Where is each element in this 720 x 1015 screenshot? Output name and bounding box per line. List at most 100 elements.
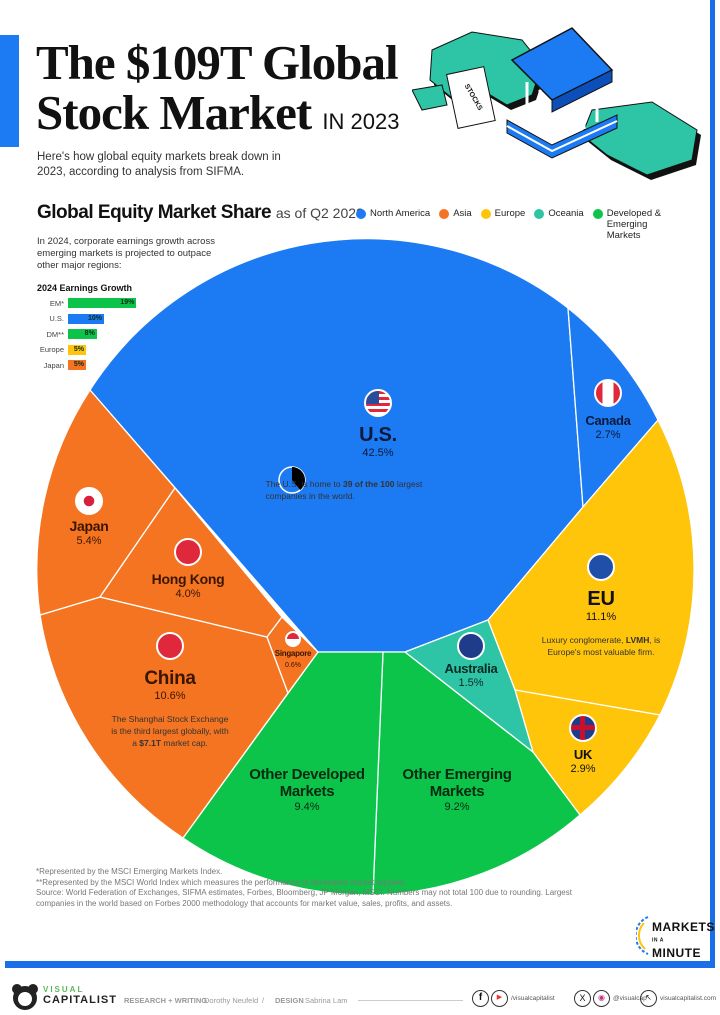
- earnings-bar-row: EM* 19%: [28, 298, 137, 308]
- stocks-document-icon: STOCKS: [446, 66, 496, 129]
- slice-value: 2.7%: [595, 429, 621, 441]
- social-handle-facebook-youtube[interactable]: /visualcapitalist: [511, 995, 555, 1002]
- facebook-icon[interactable]: f: [472, 990, 489, 1007]
- uk-flag-icon: [569, 714, 597, 742]
- slice-name: Australia: [444, 661, 498, 676]
- page-title: The $109T Global Stock Market IN 2023: [36, 38, 399, 147]
- earnings-bar-category: U.S.: [49, 314, 64, 323]
- social-handle-x-instagram[interactable]: @visualcap: [613, 995, 647, 1002]
- chart-subtitle: as of Q2 2023: [275, 205, 364, 221]
- legend-item: Europe: [480, 208, 526, 241]
- legend-swatch: [592, 209, 603, 219]
- note-highlight: 39 of the 100: [342, 479, 395, 489]
- earnings-bar: 5%: [68, 360, 86, 370]
- slice-label: Other Emerging Markets 9.2%: [392, 766, 522, 814]
- slice-value: 10.6%: [154, 690, 186, 702]
- slice-label: UK 2.9%: [570, 747, 595, 776]
- slice-name: UK: [573, 747, 593, 762]
- legend-swatch: [439, 209, 450, 219]
- instagram-icon[interactable]: ◉: [593, 990, 610, 1007]
- legend-item: Asia: [439, 208, 472, 241]
- slice-label: China 10.6% The Shanghai Stock Exchange is…: [110, 668, 230, 749]
- series-logo-text: MARKETS IN A MINUTE: [652, 921, 715, 960]
- slice-name: Hong Kong: [151, 571, 225, 587]
- earnings-bar-row: Japan 5%: [28, 360, 86, 370]
- slice-name: Other Emerging Markets: [402, 766, 512, 800]
- earnings-bar: 5%: [68, 344, 86, 355]
- note-text: The U.S. is home to: [265, 479, 343, 489]
- slice-name: EU: [587, 588, 615, 610]
- legend-swatch: [534, 209, 545, 219]
- slice-value: 0.6%: [285, 662, 301, 669]
- website-link[interactable]: visualcapitalist.com: [660, 995, 716, 1002]
- series-logo-line3: MINUTE: [652, 946, 701, 961]
- design-name: Sabrina Lam: [305, 996, 348, 1005]
- slice-label: Japan 5.4%: [70, 518, 109, 548]
- note-text: Luxury conglomerate,: [541, 635, 626, 645]
- slice-label: Canada 2.7%: [585, 413, 630, 442]
- slice-note: The U.S. is home to 39 of the 100 larges…: [266, 478, 451, 502]
- earnings-bar-category: DM**: [46, 329, 64, 339]
- note-text: market cap.: [161, 738, 208, 748]
- slice-value: 2.9%: [570, 763, 596, 775]
- footnotes: *Represented by the MSCI Emerging Market…: [36, 867, 596, 909]
- slice-name: China: [144, 668, 196, 689]
- accent-bar: [0, 35, 19, 147]
- slice-label: Other Developed Markets 9.4%: [242, 766, 372, 814]
- slice-label: U.S. 42.5% The U.S. is home to 39 of the 1…: [266, 424, 451, 502]
- markets-in-a-minute-logo: MARKETS IN A MINUTE: [636, 913, 714, 960]
- legend-label: Europe: [494, 208, 526, 219]
- slice-name: Singapore: [274, 649, 312, 658]
- legend-label: Oceania: [548, 208, 584, 219]
- slice-value: 9.4%: [294, 801, 320, 813]
- footnote-em: *Represented by the MSCI Emerging Market…: [36, 867, 223, 876]
- singapore-flag-icon: [285, 631, 301, 647]
- youtube-icon[interactable]: ▶: [491, 990, 508, 1007]
- x-icon[interactable]: X: [574, 990, 591, 1007]
- slice-label: Australia 1.5%: [445, 661, 498, 690]
- earnings-bar: 19%: [68, 298, 137, 308]
- earnings-bar-row: DM** 8%: [28, 329, 97, 339]
- legend: North America Asia Europe Oceania Developed …: [356, 208, 675, 241]
- note-text: The Shanghai Stock Exchange is the third…: [111, 714, 229, 748]
- stock-exchange-map-illustration: STOCKS: [412, 27, 701, 180]
- legend-label: Asia: [453, 208, 472, 219]
- china-flag-icon: [156, 632, 184, 660]
- subtitle: Here's how global equity markets break d…: [37, 151, 281, 178]
- note-text: largest companies in the world.: [265, 479, 423, 501]
- brand-top: VISUAL: [43, 985, 85, 994]
- slice-label: Singapore 0.6%: [274, 649, 312, 673]
- pie-slice-australia: [404, 619, 534, 753]
- slice-name: Canada: [585, 413, 631, 428]
- top-100-share-pie-icon: [278, 466, 306, 494]
- note-text: , is Europe's most valuable firm.: [547, 635, 661, 657]
- credit-separator: /: [262, 996, 265, 1005]
- slice-name: Other Developed Markets: [249, 766, 365, 800]
- u-s--flag-icon: [364, 389, 392, 417]
- research-label: RESEARCH + WRITING: [124, 996, 208, 1005]
- hong-kong-flag-icon: [174, 538, 202, 566]
- note-highlight: LVMH: [625, 635, 650, 645]
- title-line-2: Stock Market: [36, 85, 312, 140]
- source-note: Source: World Federation of Exchanges, S…: [36, 888, 572, 908]
- note-highlight: $7.1T: [139, 738, 162, 748]
- legend-item: Oceania: [534, 208, 584, 241]
- slice-name: U.S.: [359, 424, 397, 446]
- earnings-bar: 8%: [68, 329, 97, 339]
- slice-note: The Shanghai Stock Exchange is the third…: [110, 713, 230, 749]
- pie-slice-japan: [36, 389, 176, 616]
- legend-item: North America: [356, 208, 430, 241]
- bank-building-icon: [506, 27, 618, 159]
- legend-label: North America: [370, 208, 431, 219]
- chart-title-text: Global Equity Market Share: [37, 202, 272, 223]
- legend-swatch: [356, 209, 366, 219]
- slice-value: 5.4%: [76, 535, 102, 547]
- pie-slice-u-s-: [89, 238, 584, 653]
- slice-label: Hong Kong 4.0%: [152, 571, 225, 601]
- legend-swatch: [480, 209, 491, 219]
- footnote-dm: **Represented by the MSCI World Index wh…: [36, 877, 407, 887]
- earnings-intro: In 2024, corporate earnings growth acros…: [37, 236, 215, 271]
- website-icon[interactable]: ↖: [640, 990, 657, 1007]
- slice-note: Luxury conglomerate, LVMH, is Europe's m…: [534, 634, 669, 658]
- footer: VISUAL CAPITALIST: [0, 980, 720, 1015]
